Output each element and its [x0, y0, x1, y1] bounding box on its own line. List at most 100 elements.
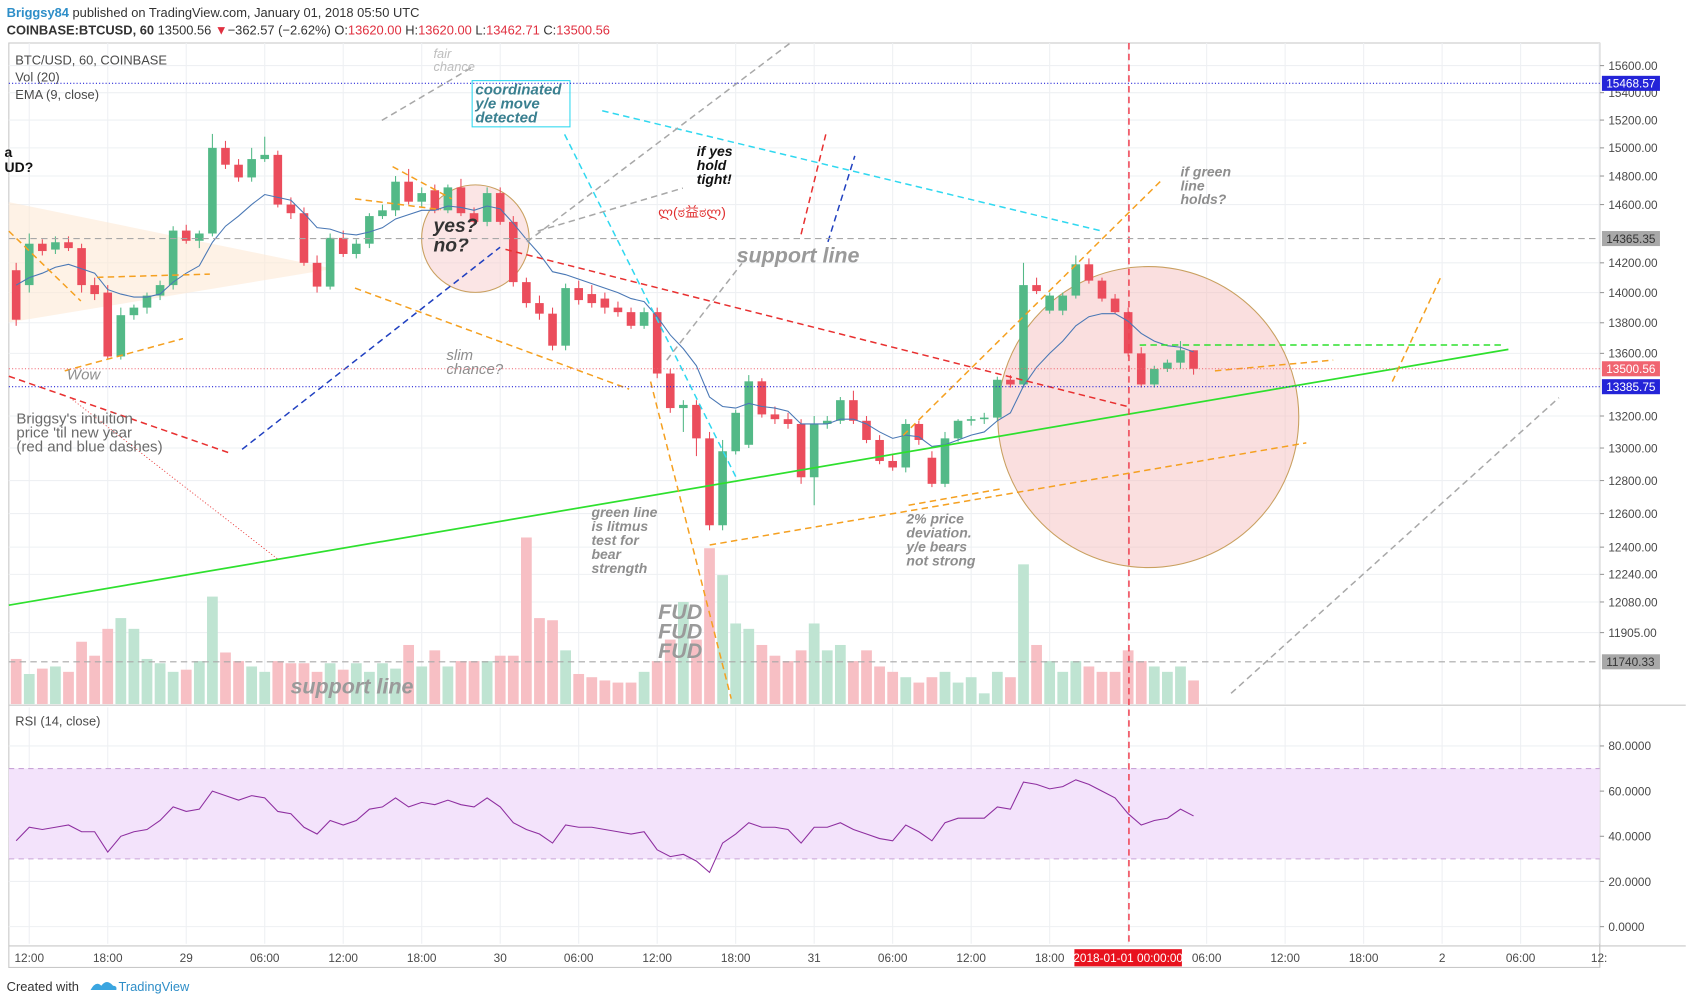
- candle-body: [718, 451, 727, 526]
- price-label-box: [1601, 75, 1660, 91]
- candle-body: [993, 379, 1002, 418]
- volume-bar: [1162, 671, 1173, 705]
- circle: [997, 266, 1300, 569]
- volume-bar: [89, 655, 101, 705]
- volume-bar: [63, 671, 74, 705]
- x-tick-label: 18:00: [1035, 951, 1065, 965]
- rsi-tick-label: 0.0000: [1608, 920, 1645, 934]
- y-tick-label: 13800.00: [1608, 316, 1658, 330]
- candle-body: [142, 295, 152, 308]
- candle-body: [770, 414, 780, 420]
- x-tick-label: 06:00: [878, 951, 908, 965]
- y-tick-label: 11905.00: [1608, 626, 1657, 640]
- x-tick-label: 12:00: [642, 951, 672, 965]
- candle-body: [181, 230, 191, 241]
- volume-bar: [612, 682, 624, 705]
- candle-body: [195, 233, 204, 241]
- volume-bar: [926, 677, 938, 705]
- volume-bar: [311, 671, 323, 705]
- volume-bar: [573, 673, 585, 705]
- volume-bar: [743, 628, 755, 705]
- candle-body: [953, 420, 963, 439]
- candle-body: [103, 292, 113, 357]
- candle-body: [809, 423, 819, 478]
- candle-body: [38, 243, 47, 252]
- volume-bar: [259, 671, 271, 705]
- volume-bar: [207, 596, 218, 705]
- rsi-tick-label: 80.0000: [1608, 739, 1651, 753]
- volume-bar: [285, 663, 297, 705]
- candle-body: [1163, 362, 1172, 369]
- header-line-1: Briggsy84 published on TradingView.com, …: [7, 5, 420, 20]
- price-label-box: [1601, 654, 1660, 670]
- annotation: green line is litmus test for bear strength: [590, 504, 657, 576]
- orange-dashes: [8, 165, 1442, 699]
- candle-body: [1189, 350, 1198, 369]
- volume-bar: [23, 673, 35, 705]
- annotation: if yes hold tight!: [697, 143, 733, 187]
- annotation: a UD?: [5, 144, 34, 175]
- candle-body: [247, 159, 256, 178]
- volume-bar: [978, 693, 990, 705]
- x-tick-label: 18:00: [93, 951, 123, 965]
- candle-body: [783, 419, 793, 424]
- candle-body: [508, 221, 518, 283]
- annotations: fair chance coordinated y/e move detected i…: [5, 46, 1231, 698]
- volume-bar: [782, 661, 794, 705]
- rsi-tick-label: 20.0000: [1608, 875, 1651, 889]
- candle-body: [221, 147, 230, 165]
- volume-bar: [154, 663, 166, 705]
- candle-body: [155, 285, 165, 296]
- candle-body: [561, 288, 570, 346]
- candle-body: [548, 313, 557, 346]
- volume-bar: [128, 628, 140, 705]
- x-tick-label: 12:00: [328, 951, 358, 965]
- volume-bar: [180, 669, 192, 705]
- volume-bar: [769, 655, 781, 705]
- annotation: coordinated y/e move detected: [474, 82, 562, 127]
- author[interactable]: Briggsy84: [7, 5, 70, 20]
- volume-bar: [795, 650, 807, 705]
- candle-body: [352, 243, 361, 254]
- volume-bar: [625, 682, 637, 705]
- volume-bar: [364, 671, 375, 705]
- volume-bar: [586, 677, 598, 705]
- annotation: 2% price deviation. y/e bears not strong: [905, 510, 976, 568]
- candle-body: [273, 154, 283, 205]
- candle-body: [652, 312, 662, 374]
- volume-bar: [1175, 666, 1186, 705]
- candle-body: [286, 204, 296, 214]
- candle-body: [391, 181, 400, 211]
- axes: 12:00 18:00 29 06:00 12:00 18:00 30 06:00 12:00 1…: [8, 59, 1660, 967]
- annotation: ლ(ಠ益ಠლ): [658, 204, 726, 220]
- volume: [10, 537, 1199, 705]
- volume-bar: [76, 641, 87, 705]
- volume-bar: [350, 663, 362, 705]
- last: 13500.56: [158, 22, 212, 37]
- rsi-label: RSI (14, close): [15, 714, 100, 729]
- change: −362.57 (−2.62%): [228, 22, 331, 37]
- candle-body: [129, 307, 139, 316]
- footer-brand[interactable]: TradingView: [118, 979, 190, 994]
- candle-body: [914, 423, 924, 440]
- candle-body: [11, 270, 21, 320]
- volume-bar: [1096, 671, 1108, 705]
- volume-bar: [848, 661, 859, 705]
- volume-bar: [808, 623, 820, 705]
- red-dashes: [8, 134, 1127, 455]
- candle-body: [522, 282, 531, 304]
- volume-bar: [115, 618, 127, 705]
- candle-body: [836, 400, 845, 421]
- volume-bar: [1057, 671, 1069, 705]
- candle-body: [1110, 298, 1120, 313]
- volume-bar: [887, 671, 899, 705]
- candle-body: [404, 181, 413, 202]
- volume-bar: [193, 661, 205, 705]
- volume-bar: [1070, 661, 1082, 705]
- footer-created: Created with: [7, 979, 79, 994]
- candle-body: [679, 404, 688, 409]
- volume-bar: [298, 663, 310, 705]
- x-tick-label: 06:00: [1506, 951, 1536, 965]
- candle-body: [1045, 295, 1054, 311]
